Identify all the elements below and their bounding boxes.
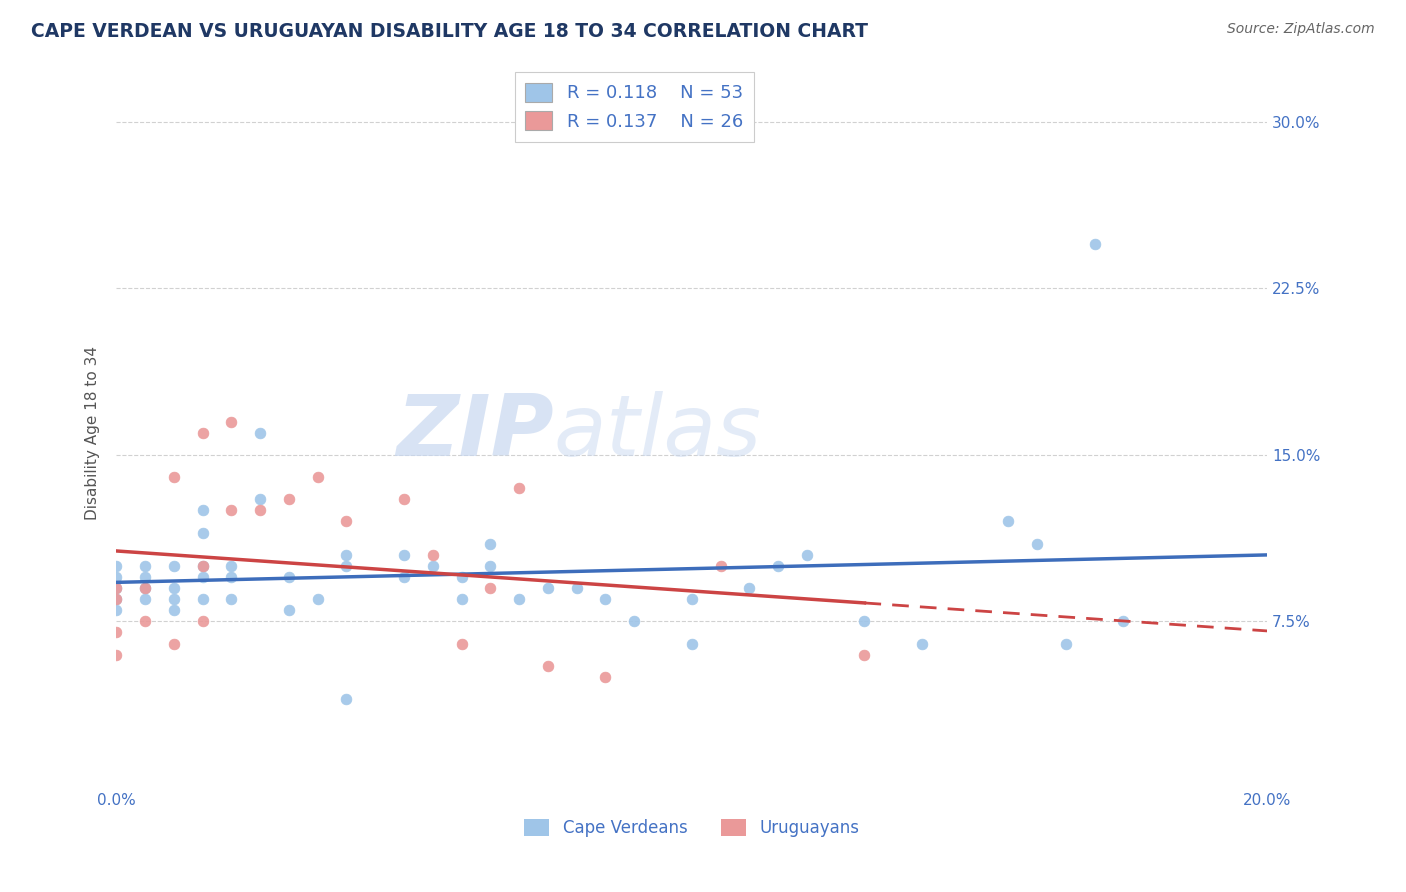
Point bbox=[191, 592, 214, 607]
Point bbox=[105, 625, 128, 640]
Point bbox=[221, 558, 243, 573]
Point bbox=[450, 636, 472, 650]
Point bbox=[392, 492, 415, 507]
Point bbox=[191, 558, 214, 573]
Point bbox=[134, 581, 156, 595]
Point bbox=[623, 615, 645, 629]
Point bbox=[422, 548, 444, 562]
Point bbox=[853, 615, 876, 629]
Point bbox=[134, 570, 156, 584]
Point bbox=[249, 503, 271, 517]
Text: CAPE VERDEAN VS URUGUAYAN DISABILITY AGE 18 TO 34 CORRELATION CHART: CAPE VERDEAN VS URUGUAYAN DISABILITY AGE… bbox=[31, 22, 868, 41]
Point bbox=[997, 515, 1019, 529]
Point bbox=[134, 592, 156, 607]
Point bbox=[249, 492, 271, 507]
Point bbox=[1054, 636, 1077, 650]
Point bbox=[105, 581, 128, 595]
Point bbox=[191, 503, 214, 517]
Point bbox=[335, 692, 357, 706]
Point bbox=[911, 636, 934, 650]
Point bbox=[163, 470, 186, 484]
Point bbox=[392, 570, 415, 584]
Point bbox=[191, 425, 214, 440]
Legend: Cape Verdeans, Uruguayans: Cape Verdeans, Uruguayans bbox=[517, 812, 866, 844]
Point bbox=[105, 592, 128, 607]
Point bbox=[537, 658, 560, 673]
Point bbox=[191, 570, 214, 584]
Point bbox=[1026, 536, 1049, 550]
Point bbox=[681, 636, 703, 650]
Point bbox=[508, 481, 530, 495]
Point bbox=[277, 492, 299, 507]
Point bbox=[307, 592, 329, 607]
Point bbox=[738, 581, 761, 595]
Text: atlas: atlas bbox=[554, 391, 762, 475]
Point bbox=[766, 558, 789, 573]
Point bbox=[249, 425, 271, 440]
Point bbox=[565, 581, 588, 595]
Point bbox=[163, 558, 186, 573]
Point bbox=[163, 636, 186, 650]
Point bbox=[191, 558, 214, 573]
Point bbox=[105, 592, 128, 607]
Point bbox=[796, 548, 818, 562]
Point bbox=[422, 558, 444, 573]
Point bbox=[221, 592, 243, 607]
Point bbox=[105, 558, 128, 573]
Point bbox=[277, 603, 299, 617]
Point bbox=[681, 592, 703, 607]
Point bbox=[1084, 236, 1107, 251]
Point bbox=[479, 558, 502, 573]
Point bbox=[134, 615, 156, 629]
Point bbox=[134, 581, 156, 595]
Point bbox=[191, 615, 214, 629]
Point bbox=[1112, 615, 1135, 629]
Text: ZIP: ZIP bbox=[396, 391, 554, 475]
Point bbox=[450, 570, 472, 584]
Point bbox=[710, 558, 733, 573]
Point bbox=[105, 581, 128, 595]
Point bbox=[479, 581, 502, 595]
Point bbox=[595, 670, 617, 684]
Point bbox=[105, 570, 128, 584]
Point bbox=[134, 558, 156, 573]
Point bbox=[163, 592, 186, 607]
Point bbox=[392, 548, 415, 562]
Point bbox=[221, 503, 243, 517]
Point bbox=[277, 570, 299, 584]
Point bbox=[595, 592, 617, 607]
Point bbox=[537, 581, 560, 595]
Point bbox=[307, 470, 329, 484]
Point bbox=[335, 548, 357, 562]
Y-axis label: Disability Age 18 to 34: Disability Age 18 to 34 bbox=[86, 345, 100, 520]
Point bbox=[105, 648, 128, 662]
Point bbox=[163, 581, 186, 595]
Point bbox=[335, 558, 357, 573]
Point bbox=[221, 415, 243, 429]
Point bbox=[221, 570, 243, 584]
Point bbox=[479, 536, 502, 550]
Point bbox=[853, 648, 876, 662]
Point bbox=[105, 603, 128, 617]
Text: Source: ZipAtlas.com: Source: ZipAtlas.com bbox=[1227, 22, 1375, 37]
Point bbox=[335, 515, 357, 529]
Point bbox=[163, 603, 186, 617]
Point bbox=[191, 525, 214, 540]
Point bbox=[508, 592, 530, 607]
Point bbox=[450, 592, 472, 607]
